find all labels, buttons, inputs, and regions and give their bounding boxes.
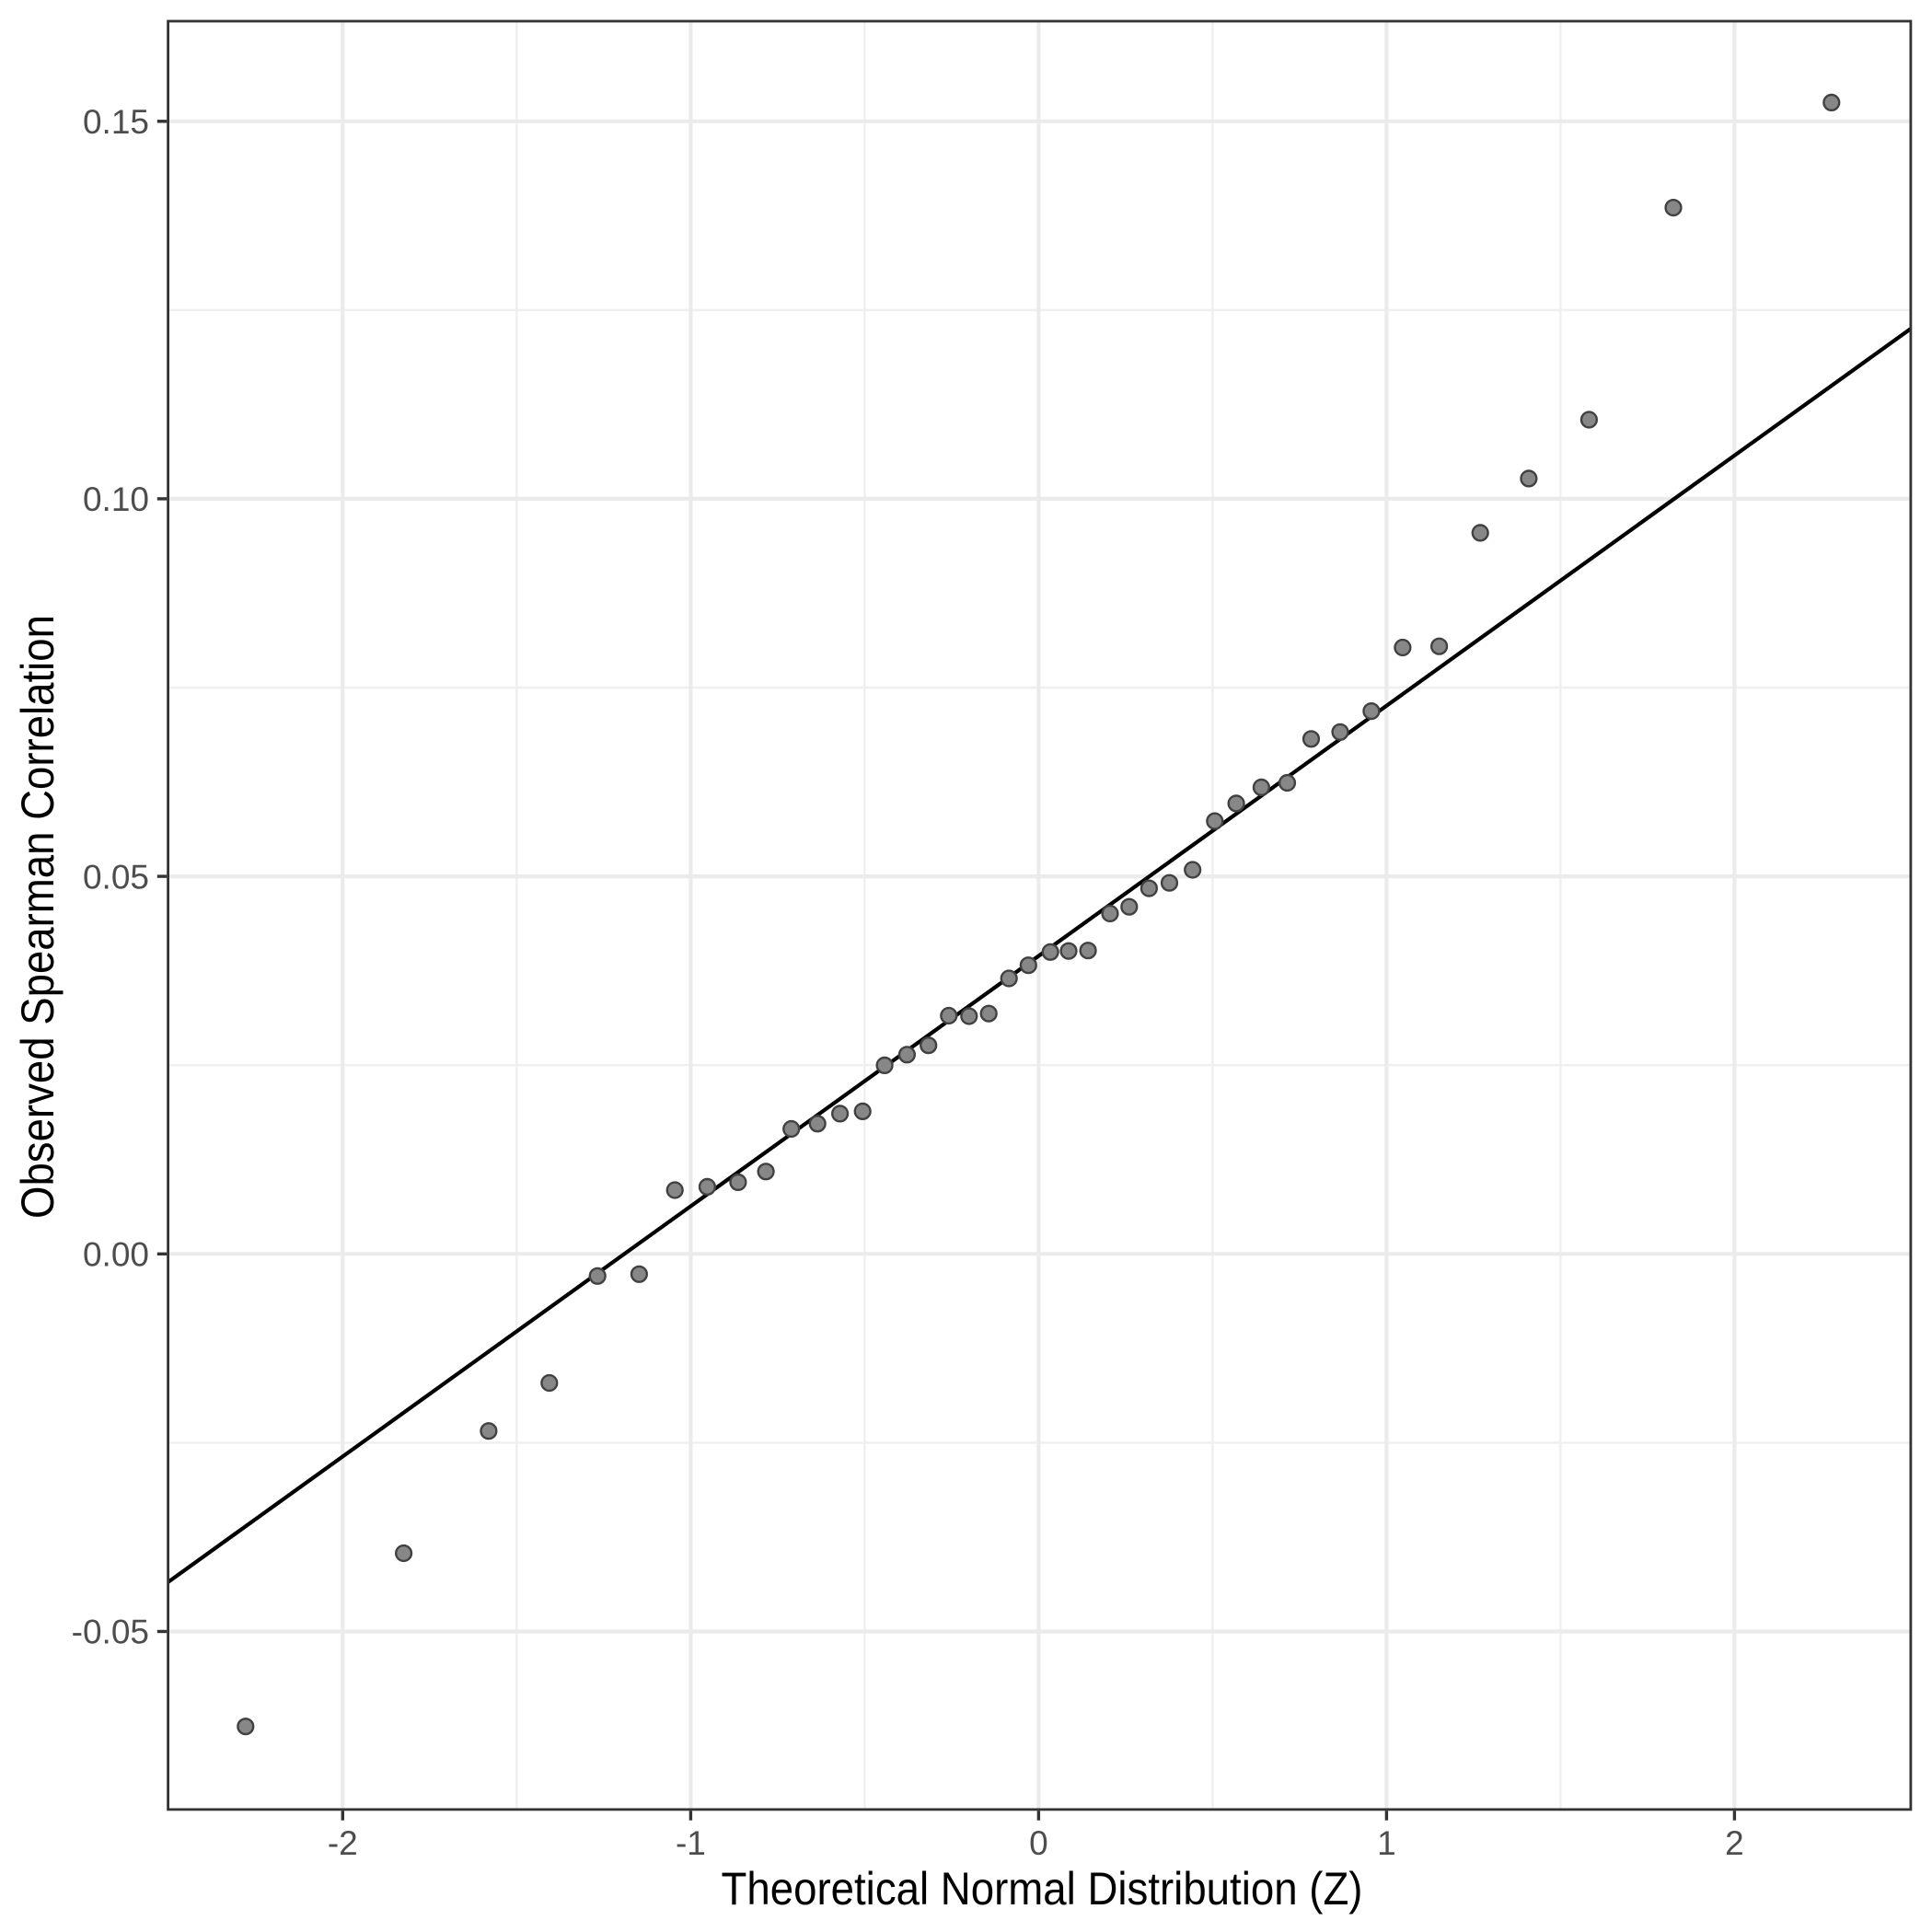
- svg-text:1: 1: [1377, 1824, 1396, 1862]
- svg-text:0: 0: [1029, 1824, 1048, 1862]
- svg-text:-0.05: -0.05: [72, 1614, 149, 1651]
- svg-text:0.15: 0.15: [83, 103, 149, 141]
- svg-text:Observed Spearman Correlation: Observed Spearman Correlation: [12, 615, 64, 1219]
- svg-text:-2: -2: [328, 1824, 358, 1862]
- svg-text:2: 2: [1725, 1824, 1744, 1862]
- svg-text:0.05: 0.05: [83, 858, 149, 896]
- svg-text:0.10: 0.10: [83, 480, 149, 518]
- svg-text:Theoretical Normal Distributio: Theoretical Normal Distribution (Z): [722, 1863, 1363, 1915]
- svg-text:-1: -1: [676, 1824, 706, 1862]
- svg-text:0.00: 0.00: [83, 1236, 149, 1274]
